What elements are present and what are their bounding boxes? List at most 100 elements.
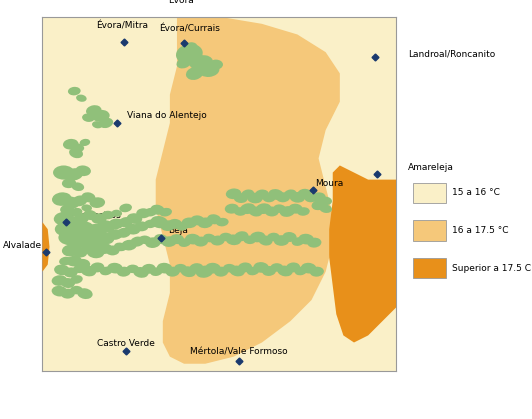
- Ellipse shape: [61, 278, 75, 288]
- Text: Évora/Currais: Évora/Currais: [159, 25, 220, 34]
- Ellipse shape: [86, 105, 102, 116]
- Ellipse shape: [100, 266, 112, 275]
- Ellipse shape: [205, 263, 221, 274]
- Ellipse shape: [209, 59, 223, 70]
- Ellipse shape: [63, 139, 79, 150]
- Ellipse shape: [176, 222, 188, 231]
- Ellipse shape: [211, 235, 225, 246]
- Ellipse shape: [72, 247, 87, 258]
- Ellipse shape: [121, 240, 137, 251]
- Ellipse shape: [177, 57, 192, 68]
- Text: 16 a 17.5 °C: 16 a 17.5 °C: [452, 226, 508, 235]
- Ellipse shape: [288, 204, 303, 214]
- Ellipse shape: [229, 266, 245, 277]
- Ellipse shape: [247, 266, 260, 275]
- Ellipse shape: [238, 262, 252, 272]
- Ellipse shape: [310, 267, 324, 277]
- Ellipse shape: [73, 213, 89, 224]
- Polygon shape: [329, 166, 396, 342]
- Ellipse shape: [159, 208, 172, 217]
- Ellipse shape: [76, 221, 94, 233]
- Ellipse shape: [157, 263, 172, 274]
- Ellipse shape: [52, 275, 67, 286]
- Ellipse shape: [286, 262, 300, 272]
- Ellipse shape: [273, 204, 286, 213]
- Text: Mértola/Vale Formoso: Mértola/Vale Formoso: [190, 348, 288, 357]
- Ellipse shape: [234, 207, 246, 216]
- Ellipse shape: [126, 265, 139, 273]
- Text: Moura: Moura: [315, 178, 343, 188]
- Ellipse shape: [136, 208, 151, 218]
- Ellipse shape: [197, 55, 213, 67]
- Ellipse shape: [297, 207, 310, 216]
- Text: 15 a 16 °C: 15 a 16 °C: [452, 188, 500, 197]
- Ellipse shape: [270, 263, 283, 272]
- Ellipse shape: [52, 286, 67, 297]
- Ellipse shape: [220, 233, 232, 241]
- Ellipse shape: [151, 216, 168, 228]
- Ellipse shape: [99, 118, 113, 128]
- Ellipse shape: [277, 266, 293, 277]
- Ellipse shape: [62, 244, 80, 256]
- Ellipse shape: [85, 224, 106, 238]
- Text: Canhestros: Canhestros: [71, 210, 121, 220]
- Ellipse shape: [198, 63, 219, 77]
- Ellipse shape: [226, 235, 242, 245]
- Ellipse shape: [76, 166, 91, 176]
- Ellipse shape: [92, 213, 107, 224]
- Ellipse shape: [312, 192, 326, 202]
- Ellipse shape: [71, 182, 84, 191]
- Ellipse shape: [253, 262, 269, 273]
- Ellipse shape: [243, 235, 256, 244]
- Text: Évora/Mitra: Évora/Mitra: [96, 21, 148, 30]
- Ellipse shape: [263, 194, 276, 202]
- Ellipse shape: [64, 216, 81, 228]
- Ellipse shape: [82, 114, 95, 122]
- Ellipse shape: [170, 234, 184, 244]
- Ellipse shape: [81, 243, 95, 253]
- Ellipse shape: [203, 234, 216, 242]
- Ellipse shape: [259, 235, 272, 246]
- Ellipse shape: [207, 214, 221, 224]
- Ellipse shape: [144, 220, 157, 228]
- Ellipse shape: [61, 289, 75, 299]
- Bar: [413, 258, 446, 278]
- Ellipse shape: [59, 231, 80, 245]
- Ellipse shape: [168, 219, 182, 229]
- Ellipse shape: [89, 197, 105, 208]
- Ellipse shape: [76, 259, 90, 269]
- Ellipse shape: [307, 238, 321, 248]
- Ellipse shape: [276, 192, 290, 202]
- Ellipse shape: [130, 237, 144, 247]
- Ellipse shape: [304, 194, 317, 202]
- Ellipse shape: [102, 211, 114, 219]
- Text: Amareleja: Amareleja: [408, 163, 454, 172]
- Ellipse shape: [161, 236, 177, 247]
- Ellipse shape: [135, 221, 148, 231]
- Ellipse shape: [268, 189, 284, 200]
- Text: Beja: Beja: [168, 226, 188, 235]
- Ellipse shape: [125, 224, 140, 235]
- Ellipse shape: [250, 232, 265, 242]
- Ellipse shape: [87, 246, 104, 258]
- Ellipse shape: [295, 266, 307, 275]
- Ellipse shape: [319, 197, 332, 205]
- Ellipse shape: [107, 229, 123, 240]
- Ellipse shape: [80, 139, 90, 146]
- Ellipse shape: [70, 286, 83, 294]
- Ellipse shape: [190, 215, 205, 225]
- Ellipse shape: [284, 189, 296, 198]
- Ellipse shape: [64, 267, 78, 277]
- Ellipse shape: [312, 200, 326, 210]
- Ellipse shape: [117, 228, 131, 238]
- Ellipse shape: [54, 212, 73, 225]
- Ellipse shape: [292, 237, 304, 246]
- Ellipse shape: [319, 204, 332, 213]
- Ellipse shape: [194, 237, 208, 246]
- Ellipse shape: [66, 256, 82, 266]
- Ellipse shape: [301, 263, 317, 274]
- Ellipse shape: [76, 95, 87, 102]
- Ellipse shape: [298, 234, 314, 244]
- Ellipse shape: [85, 235, 106, 249]
- Ellipse shape: [60, 205, 74, 215]
